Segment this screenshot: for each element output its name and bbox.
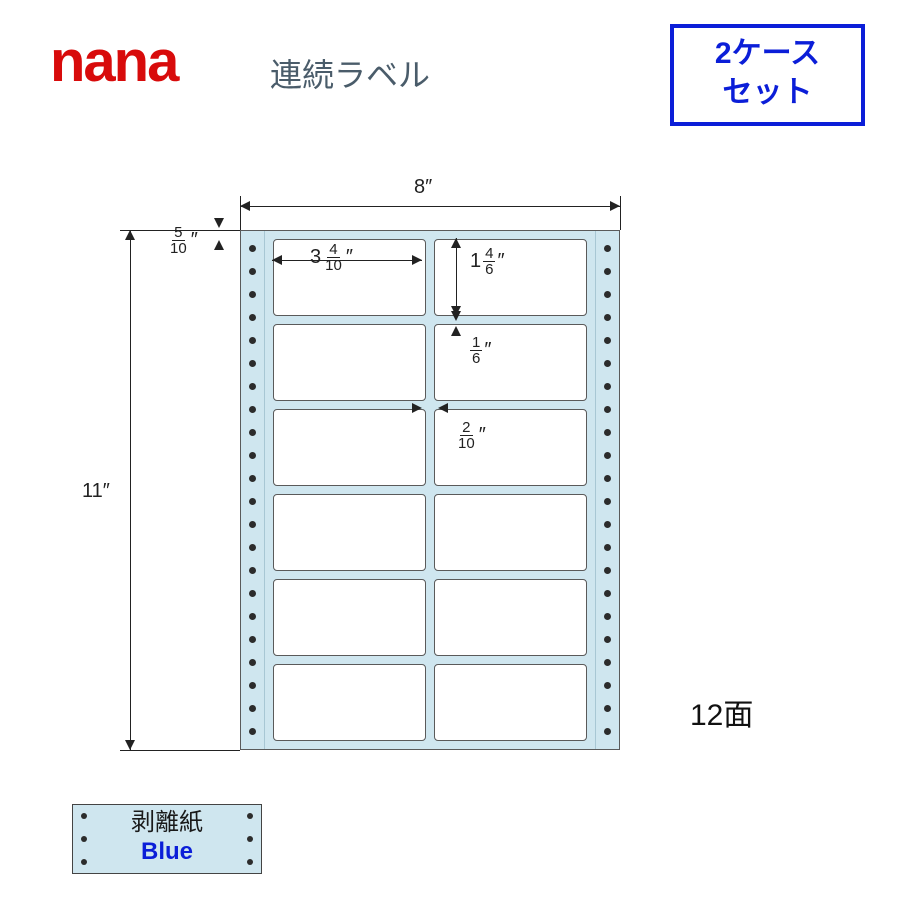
dim-col-gap-arrow-right	[412, 403, 422, 413]
label-grid	[265, 231, 595, 749]
feed-hole	[604, 682, 611, 689]
peel-line1: 剥離紙	[73, 809, 261, 838]
page-subtitle: 連続ラベル	[270, 50, 430, 96]
feed-hole	[604, 360, 611, 367]
feed-hole	[604, 383, 611, 390]
dim-width-arrow-left	[240, 201, 250, 211]
feed-hole	[249, 636, 256, 643]
dim-width-line	[240, 206, 620, 207]
dim-width-label: 8″	[414, 176, 432, 199]
feed-hole	[604, 521, 611, 528]
feed-hole	[604, 475, 611, 482]
dim-height-line	[130, 230, 131, 750]
dim-margin-top-label: 510 ″	[168, 220, 198, 256]
label-cell	[273, 579, 426, 656]
dim-height-label: 11″	[82, 480, 110, 503]
feed-hole	[604, 268, 611, 275]
feed-hole	[249, 567, 256, 574]
peel-dots-left	[75, 805, 93, 873]
dim-label-height-line	[456, 238, 457, 316]
label-cell	[273, 409, 426, 486]
feed-hole	[249, 498, 256, 505]
dim-row-gap-arrow-up	[451, 326, 461, 336]
feed-hole	[249, 613, 256, 620]
feed-hole	[249, 337, 256, 344]
feed-hole	[249, 659, 256, 666]
feed-hole	[249, 544, 256, 551]
feed-hole	[249, 452, 256, 459]
dim-height-tick-bottom	[120, 750, 240, 751]
label-cell	[273, 494, 426, 571]
feed-holes-right	[595, 231, 619, 749]
dim-label-width-label: 3 410 ″	[310, 242, 353, 273]
feed-hole	[249, 291, 256, 298]
peel-line2: Blue	[73, 838, 261, 867]
dim-width-tick-left	[240, 196, 241, 230]
feed-hole	[604, 337, 611, 344]
label-cell	[273, 324, 426, 401]
dim-row-gap-label: 16 ″	[470, 330, 491, 366]
feed-hole	[249, 429, 256, 436]
feed-holes-left	[241, 231, 265, 749]
dim-width-tick-right	[620, 196, 621, 230]
feed-hole	[604, 544, 611, 551]
label-cell	[273, 664, 426, 741]
dim-label-height-arrow-up	[451, 238, 461, 248]
feed-hole	[604, 567, 611, 574]
feed-hole	[604, 705, 611, 712]
release-paper-box: 剥離紙 Blue	[72, 804, 262, 874]
dim-width-arrow-right	[610, 201, 620, 211]
label-cell	[434, 579, 587, 656]
case-set-line1: 2ケース	[674, 34, 861, 73]
feed-hole	[604, 728, 611, 735]
dim-label-width-arrow-right	[412, 255, 422, 265]
feed-hole	[249, 383, 256, 390]
faces-count-label: 12面	[690, 690, 753, 734]
label-sheet	[240, 230, 620, 750]
peel-dots-right	[241, 805, 259, 873]
feed-hole	[604, 498, 611, 505]
feed-hole	[249, 406, 256, 413]
dim-col-gap-arrow-left	[438, 403, 448, 413]
feed-hole	[249, 705, 256, 712]
feed-hole	[604, 245, 611, 252]
feed-hole	[249, 360, 256, 367]
brand-logo: nana	[50, 28, 177, 95]
feed-hole	[604, 590, 611, 597]
feed-hole	[249, 682, 256, 689]
feed-hole	[249, 521, 256, 528]
feed-hole	[604, 613, 611, 620]
label-cell	[434, 494, 587, 571]
feed-hole	[249, 590, 256, 597]
label-diagram: 8″ 11″ 510 ″ 3 410 ″ 1 46	[180, 190, 680, 770]
case-set-badge: 2ケース セット	[670, 24, 865, 126]
feed-hole	[604, 406, 611, 413]
feed-hole	[249, 475, 256, 482]
feed-hole	[604, 429, 611, 436]
case-set-line2: セット	[674, 73, 861, 112]
feed-hole	[249, 728, 256, 735]
feed-hole	[249, 245, 256, 252]
feed-hole	[604, 452, 611, 459]
dim-height-arrow-down	[125, 740, 135, 750]
dim-row-gap-arrow-down	[451, 311, 461, 321]
feed-hole	[604, 659, 611, 666]
dim-col-gap-label: 210 ″	[456, 415, 486, 451]
dim-margin-top-arrow-down	[214, 218, 224, 228]
label-cell	[434, 664, 587, 741]
dim-label-height-label: 1 46 ″	[470, 246, 505, 277]
feed-hole	[249, 268, 256, 275]
feed-hole	[604, 636, 611, 643]
dim-height-arrow-up	[125, 230, 135, 240]
feed-hole	[604, 291, 611, 298]
feed-hole	[249, 314, 256, 321]
dim-margin-top-arrow-up	[214, 240, 224, 250]
dim-label-width-arrow-left	[272, 255, 282, 265]
feed-hole	[604, 314, 611, 321]
